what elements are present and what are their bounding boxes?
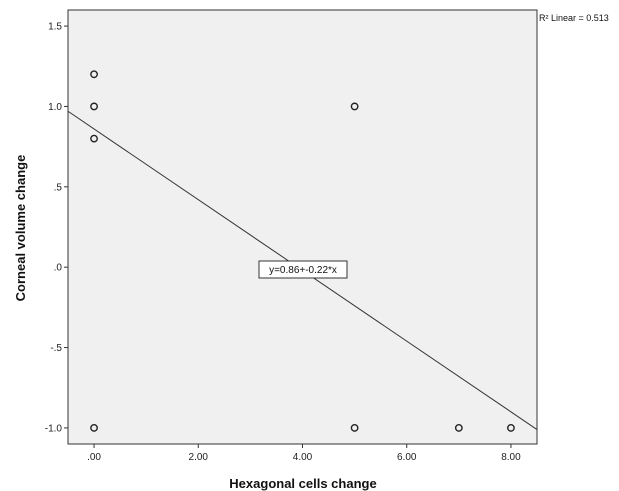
x-tick-label: 8.00 xyxy=(501,452,521,463)
data-points xyxy=(90,70,515,432)
data-point xyxy=(90,102,98,111)
x-axis-title: Hexagonal cells change xyxy=(229,476,376,491)
y-tick-label: 1.0 xyxy=(48,102,62,113)
data-point xyxy=(350,424,359,432)
y-tick-label: 1.5 xyxy=(48,22,62,33)
y-tick-label: .5 xyxy=(54,182,63,193)
data-point xyxy=(350,102,359,111)
data-point xyxy=(90,70,98,79)
x-axis-ticks: .00 2.00 4.00 6.00 8.00 xyxy=(87,444,521,463)
data-point xyxy=(507,424,515,432)
r-squared-label: R² Linear = 0.513 xyxy=(539,13,609,23)
y-tick-label: -.5 xyxy=(50,343,62,354)
y-tick-label: .0 xyxy=(54,263,63,274)
equation-label: y=0.86+-0.22*x xyxy=(269,265,337,276)
x-tick-label: 4.00 xyxy=(293,452,313,463)
plot-background xyxy=(67,9,538,445)
x-tick-label: 2.00 xyxy=(189,452,209,463)
data-point xyxy=(90,134,98,143)
data-point xyxy=(90,424,98,432)
equation-annotation-group: y=0.86+-0.22*x xyxy=(258,260,348,279)
y-axis-title: Corneal volume change xyxy=(13,155,28,302)
x-tick-label: 6.00 xyxy=(397,452,417,463)
y-tick-label: -1.0 xyxy=(45,423,63,434)
equation-annotation-box xyxy=(258,260,348,279)
x-tick-label: .00 xyxy=(87,452,101,463)
y-axis-ticks: 1.5 1.0 .5 .0 -.5 -1.0 xyxy=(45,22,68,434)
data-point xyxy=(454,424,463,432)
